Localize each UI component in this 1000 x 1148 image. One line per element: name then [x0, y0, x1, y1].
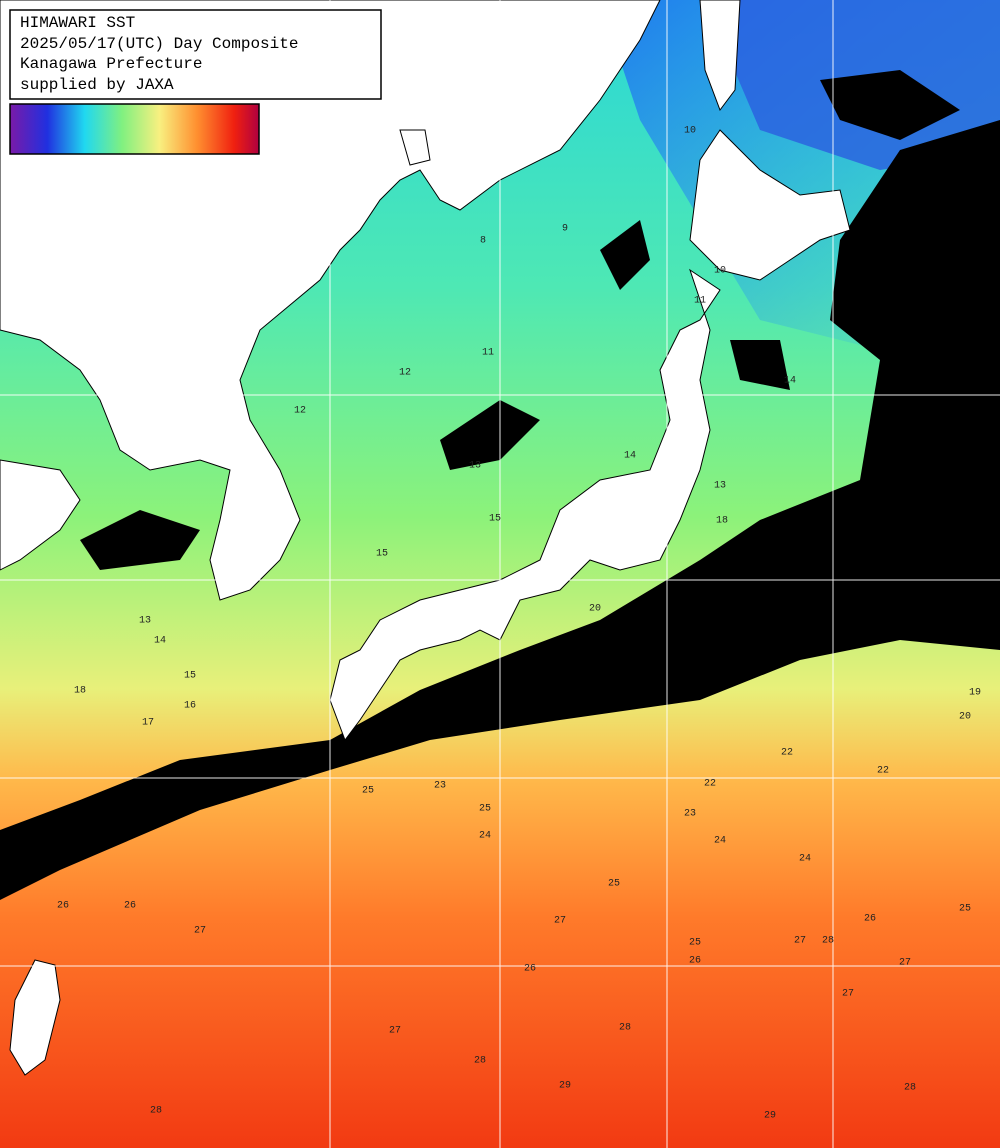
contour-label: 22 — [704, 779, 716, 790]
contour-label: 26 — [864, 914, 876, 925]
header-frame — [9, 9, 382, 100]
contour-label: 24 — [799, 854, 811, 865]
contour-label: 24 — [479, 831, 491, 842]
contour-label: 27 — [842, 989, 854, 1000]
contour-label: 11 — [482, 348, 494, 359]
contour-label: 28 — [474, 1056, 486, 1067]
contour-label: 22 — [781, 748, 793, 759]
contour-label: 13 — [714, 481, 726, 492]
contour-label: 29 — [764, 1111, 776, 1122]
contour-label: 25 — [608, 879, 620, 890]
contour-label: 25 — [959, 904, 971, 915]
contour-label: 12 — [399, 368, 411, 379]
colorbar — [9, 103, 260, 155]
header-line: 2025/05/17(UTC) Day Composite — [20, 35, 298, 53]
contour-label: 28 — [150, 1106, 162, 1117]
contour-label: 13 — [139, 616, 151, 627]
contour-label: 14 — [624, 451, 636, 462]
contour-label: 26 — [524, 964, 536, 975]
colorbar-ramp — [9, 103, 260, 155]
header-line: HIMAWARI SST — [20, 14, 135, 32]
contour-label: 28 — [822, 936, 834, 947]
contour-label: 20 — [959, 712, 971, 723]
contour-label: 26 — [57, 901, 69, 912]
contour-label: 27 — [899, 958, 911, 969]
contour-label: 10 — [714, 266, 726, 277]
contour-label: 10 — [684, 126, 696, 137]
contour-label: 14 — [154, 636, 166, 647]
contour-label: 29 — [559, 1081, 571, 1092]
contour-label: 18 — [716, 516, 728, 527]
contour-label: 18 — [74, 686, 86, 697]
contour-label: 28 — [619, 1023, 631, 1034]
contour-label: 16 — [184, 701, 196, 712]
contour-label: 27 — [194, 926, 206, 937]
contour-label: 15 — [489, 514, 501, 525]
header-box: HIMAWARI SST 2025/05/17(UTC) Day Composi… — [9, 9, 382, 100]
contour-label: 22 — [877, 766, 889, 777]
contour-label: 23 — [684, 809, 696, 820]
contour-label: 14 — [784, 376, 796, 387]
contour-label: 28 — [904, 1083, 916, 1094]
contour-label: 9 — [562, 224, 568, 235]
contour-label: 26 — [124, 901, 136, 912]
contour-label: 11 — [694, 296, 706, 307]
contour-label: 27 — [794, 936, 806, 947]
contour-label: 15 — [376, 549, 388, 560]
header-line: supplied by JAXA — [20, 76, 174, 94]
contour-labels: 1098111212131415151314151617181011141318… — [57, 126, 981, 1122]
contour-label: 20 — [589, 604, 601, 615]
header-line: Kanagawa Prefecture — [20, 55, 202, 73]
contour-label: 25 — [362, 786, 374, 797]
contour-label: 17 — [142, 718, 154, 729]
contour-label: 25 — [689, 938, 701, 949]
contour-label: 19 — [969, 688, 981, 699]
contour-label: 12 — [294, 406, 306, 417]
contour-label: 26 — [689, 956, 701, 967]
cloud-cover — [0, 70, 1000, 900]
contour-label: 8 — [480, 236, 486, 247]
contour-label: 27 — [554, 916, 566, 927]
contour-label: 13 — [469, 461, 481, 472]
contour-label: 24 — [714, 836, 726, 847]
contour-label: 27 — [389, 1026, 401, 1037]
contour-label: 15 — [184, 671, 196, 682]
contour-label: 25 — [479, 804, 491, 815]
contour-label: 23 — [434, 781, 446, 792]
